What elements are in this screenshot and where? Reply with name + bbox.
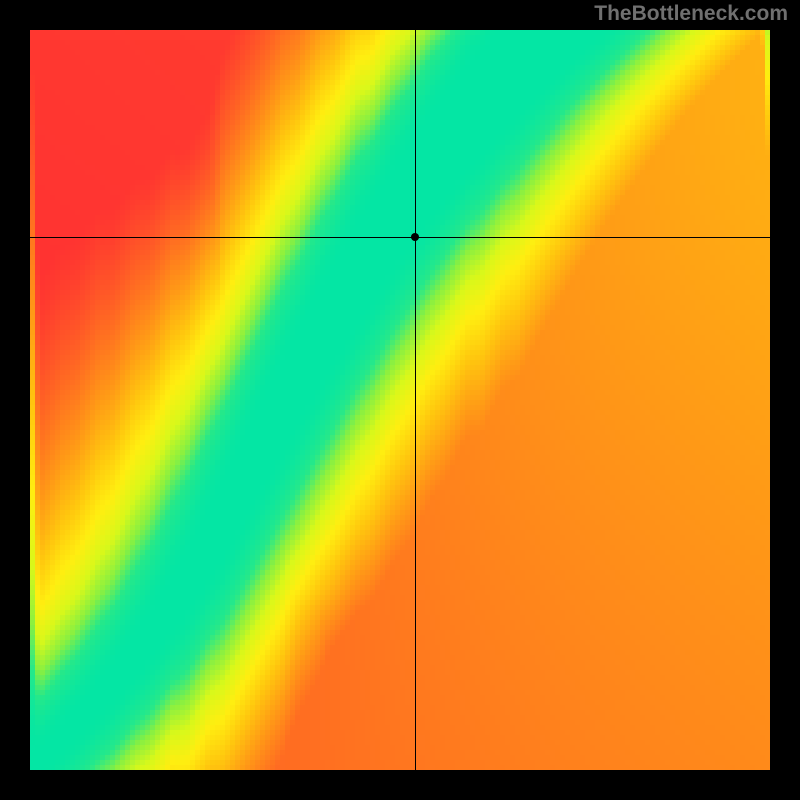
crosshair-horizontal [30, 237, 770, 238]
heatmap-plot [30, 30, 770, 770]
watermark-text: TheBottleneck.com [594, 2, 788, 26]
crosshair-vertical [415, 30, 416, 770]
heatmap-canvas [30, 30, 770, 770]
crosshair-marker [411, 233, 419, 241]
